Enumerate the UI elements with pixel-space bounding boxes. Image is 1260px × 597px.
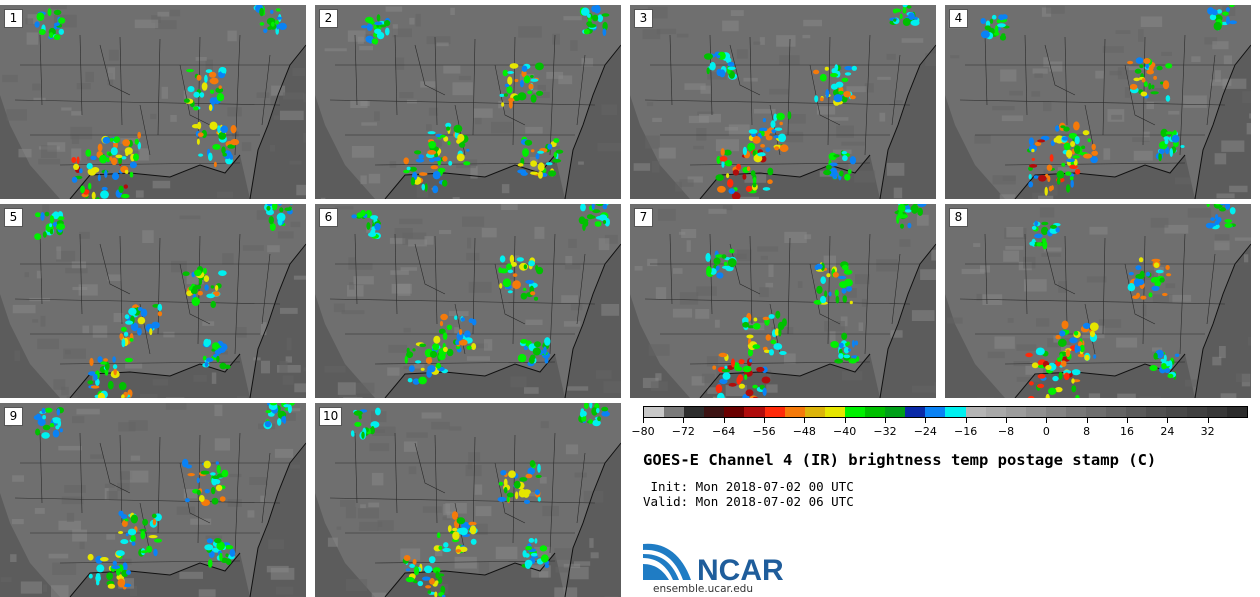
colorbar-cell <box>1106 407 1127 417</box>
panel-8: 8 <box>945 204 1251 398</box>
colorbar-tick-label: −40 <box>833 425 857 438</box>
colorbar-tick <box>764 418 765 423</box>
colorbar-tick-label: 8 <box>1083 425 1091 438</box>
panel-5: 5 <box>0 204 306 398</box>
colorbar-tick <box>1006 418 1007 423</box>
ir-map <box>0 5 306 199</box>
colorbar-tick <box>965 418 967 423</box>
colorbar-tick-label: 24 <box>1160 425 1175 438</box>
colorbar-cell <box>925 407 946 417</box>
colorbar-tick <box>925 418 927 423</box>
ir-map <box>945 204 1251 398</box>
colorbar-tick-label: −24 <box>913 425 937 438</box>
panel-number: 8 <box>949 208 968 227</box>
init-time: Init: Mon 2018-07-02 00 UTC <box>643 479 854 494</box>
colorbar-cell <box>885 407 906 417</box>
colorbar-cell <box>724 407 745 417</box>
colorbar-cell <box>764 407 785 417</box>
colorbar-tick <box>643 418 644 423</box>
colorbar-cell <box>704 407 725 417</box>
colorbar-tick <box>844 418 846 423</box>
logo-url: ensemble.ucar.edu <box>653 583 753 595</box>
ir-map <box>315 204 621 398</box>
ncar-logo-text: NCAR <box>697 554 784 586</box>
panel-3: 3 <box>630 5 936 199</box>
ir-map <box>630 5 936 199</box>
colorbar-tick <box>1046 418 1048 423</box>
colorbar-cell <box>965 407 986 417</box>
colorbar-cell <box>1186 407 1207 417</box>
colorbar-tick-label: −32 <box>873 425 897 438</box>
ir-map <box>315 5 621 199</box>
panel-9: 9 <box>0 403 306 597</box>
panel-1: 1 <box>0 5 306 199</box>
panel-number: 1 <box>4 9 23 28</box>
ir-map <box>945 5 1251 199</box>
colorbar-cell <box>684 407 705 417</box>
chart-title: GOES-E Channel 4 (IR) brightness temp po… <box>643 451 1157 469</box>
colorbar-tick-label: 16 <box>1120 425 1134 438</box>
colorbar-tick-label: −64 <box>712 425 736 438</box>
ir-map <box>315 403 621 597</box>
colorbar-cell <box>1025 407 1046 417</box>
colorbar-cell <box>784 407 805 417</box>
colorbar-tick <box>804 418 806 423</box>
colorbar-cell <box>1005 407 1026 417</box>
panel-number: 7 <box>634 208 653 227</box>
colorbar-cell <box>945 407 966 417</box>
colorbar-tick-label: −72 <box>671 425 695 438</box>
colorbar-tick-label: −56 <box>752 425 776 438</box>
ir-map <box>0 403 306 597</box>
panel-number: 4 <box>949 9 968 28</box>
colorbar-tick-label: 32 <box>1200 425 1215 438</box>
valid-time: Valid: Mon 2018-07-02 06 UTC <box>643 494 854 509</box>
panel-number: 9 <box>4 407 23 426</box>
colorbar-ticks: −80 −72 −64 −56 −48 −40 −32 −24 −16 −8 0 8 16 24 32 <box>631 418 1248 440</box>
panel-7: 7 <box>630 204 936 398</box>
colorbar-tick <box>1167 418 1169 423</box>
colorbar-tick <box>1086 418 1088 423</box>
colorbar-cell <box>1166 407 1187 417</box>
colorbar-cell <box>1126 407 1147 417</box>
colorbar-cell <box>644 407 665 417</box>
colorbar-tick <box>683 418 685 423</box>
colorbar-tick <box>1127 418 1128 423</box>
panel-10: 10 <box>315 403 621 597</box>
colorbar-cell <box>844 407 866 417</box>
colorbar-tick <box>723 418 725 423</box>
colorbar-tick-label: −48 <box>792 425 816 438</box>
panel-number: 10 <box>319 407 343 426</box>
colorbar-cell <box>664 407 685 417</box>
colorbar-cell <box>865 407 886 417</box>
panel-number: 3 <box>634 9 653 28</box>
colorbar-tick <box>1207 418 1209 423</box>
colorbar-cell <box>744 407 765 417</box>
colorbar-cell <box>1206 407 1227 417</box>
ncar-logo: NCAR <box>643 543 784 586</box>
panel-2: 2 <box>315 5 621 199</box>
colorbar-cell <box>1045 407 1066 417</box>
ir-map <box>630 204 936 398</box>
colorbar-cell <box>1065 407 1087 417</box>
panel-4: 4 <box>945 5 1251 199</box>
colorbar-tick-label: 0 <box>1042 425 1050 438</box>
panel-6: 6 <box>315 204 621 398</box>
colorbar-tick-label: −80 <box>631 425 655 438</box>
colorbar-cell <box>804 407 825 417</box>
colorbar-tick <box>885 418 886 423</box>
ir-map <box>0 204 306 398</box>
colorbar-tick-label: −8 <box>997 425 1015 438</box>
colorbar-cell <box>1086 407 1107 417</box>
colorbar-cell <box>1226 407 1247 417</box>
colorbar-cell <box>824 407 845 417</box>
colorbar-cell <box>985 407 1006 417</box>
colorbar-tick-label: −16 <box>954 425 978 438</box>
panel-number: 2 <box>319 9 338 28</box>
colorbar-cell <box>1146 407 1167 417</box>
panel-number: 6 <box>319 208 338 227</box>
panel-number: 5 <box>4 208 23 227</box>
colorbar-cell <box>905 407 926 417</box>
colorbar <box>643 406 1248 418</box>
